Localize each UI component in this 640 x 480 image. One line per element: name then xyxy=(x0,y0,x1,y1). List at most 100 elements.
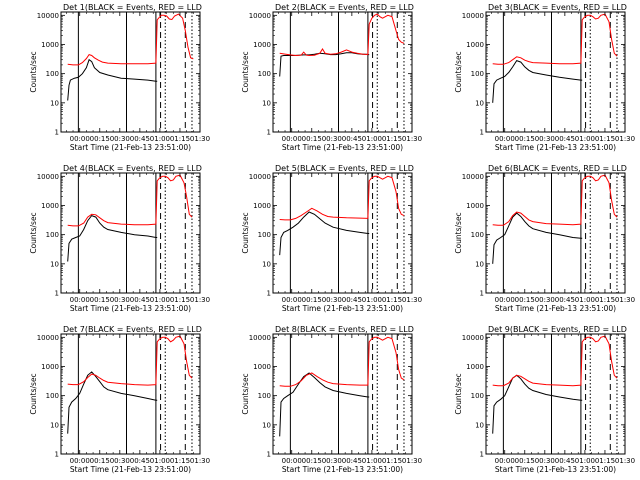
y-tick-label: 10000 xyxy=(462,12,484,20)
plot-frame xyxy=(60,333,201,455)
x-tick-label: 00:30 xyxy=(535,135,555,143)
x-tick-label: 00:45 xyxy=(342,296,362,304)
series-events-line xyxy=(492,59,583,103)
y-tick-label: 1000 xyxy=(466,363,484,371)
y-axis-label: Counts/sec xyxy=(454,51,463,92)
series-lld-line xyxy=(492,13,618,65)
x-tick-label: 00:45 xyxy=(555,296,575,304)
x-tick-label: 00:45 xyxy=(555,135,575,143)
series-lld-line xyxy=(492,174,618,226)
y-tick-label: 100 xyxy=(471,70,484,78)
y-tick-label: 1 xyxy=(55,290,59,298)
x-tick-label: 01:15 xyxy=(170,296,190,304)
x-tick-label: 01:30 xyxy=(190,135,210,143)
x-tick-label: 01:30 xyxy=(190,457,210,465)
series-events-line xyxy=(279,211,370,256)
plot-frame xyxy=(272,172,413,294)
series-events-line xyxy=(67,215,158,262)
y-tick-label: 1 xyxy=(267,451,271,459)
panel-title: Det 8(BLACK = Events, RED = LLD xyxy=(275,325,414,334)
plot-frame xyxy=(485,333,626,455)
x-tick-label: 00:30 xyxy=(110,135,130,143)
y-tick-label: 100 xyxy=(258,392,271,400)
x-tick-label: 00:30 xyxy=(535,457,555,465)
y-tick-label: 100 xyxy=(471,231,484,239)
x-tick-label: 00:15 xyxy=(90,457,110,465)
x-tick-label: 00:00 xyxy=(495,457,515,465)
x-tick-label: 00:45 xyxy=(342,457,362,465)
series-lld-line xyxy=(279,336,405,387)
x-tick-label: 00:00 xyxy=(282,135,302,143)
x-tick-label: 01:30 xyxy=(190,296,210,304)
x-tick-label: 00:15 xyxy=(90,296,110,304)
x-tick-label: 00:30 xyxy=(110,457,130,465)
x-tick-label: 00:00 xyxy=(70,135,90,143)
panel-title: Det 2(BLACK = Events, RED = LLD xyxy=(275,3,414,12)
y-tick-label: 1 xyxy=(55,451,59,459)
x-axis-label: Start Time (21-Feb-13 23:51:00) xyxy=(282,465,403,474)
y-tick-label: 1 xyxy=(480,290,484,298)
y-tick-label: 10000 xyxy=(37,12,59,20)
series-lld-line xyxy=(67,335,193,386)
panel-det-1: Det 1(BLACK = Events, RED = LLD 1 10 100 100… xyxy=(29,3,210,152)
y-tick-label: 1 xyxy=(267,290,271,298)
x-tick-label: 01:00 xyxy=(362,457,382,465)
y-tick-label: 1000 xyxy=(253,363,271,371)
x-tick-label: 00:30 xyxy=(535,296,555,304)
x-tick-label: 00:45 xyxy=(342,135,362,143)
y-tick-label: 100 xyxy=(46,392,59,400)
x-axis-label: Start Time (21-Feb-13 23:51:00) xyxy=(282,304,403,313)
y-tick-label: 1000 xyxy=(253,41,271,49)
panel-title: Det 9(BLACK = Events, RED = LLD xyxy=(488,325,627,334)
y-tick-label: 1000 xyxy=(41,41,59,49)
y-tick-label: 1 xyxy=(55,129,59,137)
x-tick-label: 01:15 xyxy=(595,296,615,304)
plot-frame xyxy=(485,172,626,294)
x-tick-label: 00:00 xyxy=(495,296,515,304)
y-tick-label: 10000 xyxy=(249,12,271,20)
series-events-line xyxy=(492,212,583,264)
x-tick-label: 00:00 xyxy=(495,135,515,143)
y-axis-label: Counts/sec xyxy=(29,373,38,414)
x-tick-label: 01:15 xyxy=(382,135,402,143)
x-tick-label: 00:15 xyxy=(302,296,322,304)
y-axis-label: Counts/sec xyxy=(241,212,250,253)
x-tick-label: 01:30 xyxy=(402,135,422,143)
x-tick-label: 00:00 xyxy=(70,296,90,304)
x-tick-label: 01:00 xyxy=(150,296,170,304)
plot-frame xyxy=(272,333,413,455)
y-axis-label: Counts/sec xyxy=(454,373,463,414)
panel-det-5: Det 5(BLACK = Events, RED = LLD 1 10 100 100… xyxy=(241,164,422,313)
series-lld-line xyxy=(67,174,193,227)
y-axis-label: Counts/sec xyxy=(29,51,38,92)
y-axis-label: Counts/sec xyxy=(454,212,463,253)
panel-title: Det 6(BLACK = Events, RED = LLD xyxy=(488,164,627,173)
x-tick-label: 01:30 xyxy=(615,457,635,465)
y-tick-label: 1 xyxy=(480,451,484,459)
x-tick-label: 00:15 xyxy=(515,457,535,465)
y-tick-label: 1000 xyxy=(466,202,484,210)
series-events-line xyxy=(492,374,583,434)
x-tick-label: 01:15 xyxy=(170,135,190,143)
series-events-line xyxy=(279,372,370,437)
panel-title: Det 5(BLACK = Events, RED = LLD xyxy=(275,164,414,173)
x-tick-label: 00:15 xyxy=(302,135,322,143)
x-tick-label: 01:15 xyxy=(595,457,615,465)
panel-det-7: Det 7(BLACK = Events, RED = LLD 1 10 100 100… xyxy=(29,325,210,474)
x-tick-label: 01:30 xyxy=(615,135,635,143)
y-tick-label: 1000 xyxy=(41,202,59,210)
y-tick-label: 10000 xyxy=(37,334,59,342)
y-tick-label: 10 xyxy=(475,99,484,107)
x-tick-label: 00:30 xyxy=(322,296,342,304)
series-events-line xyxy=(279,52,370,77)
x-axis-label: Start Time (21-Feb-13 23:51:00) xyxy=(495,465,616,474)
x-axis-label: Start Time (21-Feb-13 23:51:00) xyxy=(70,465,191,474)
x-tick-label: 00:30 xyxy=(322,135,342,143)
x-tick-label: 00:30 xyxy=(110,296,130,304)
series-lld-line xyxy=(492,335,618,387)
y-tick-label: 10 xyxy=(50,260,59,268)
plot-frame xyxy=(60,11,201,133)
panel-det-6: Det 6(BLACK = Events, RED = LLD 1 10 100 100… xyxy=(454,164,635,313)
x-tick-label: 00:15 xyxy=(90,135,110,143)
